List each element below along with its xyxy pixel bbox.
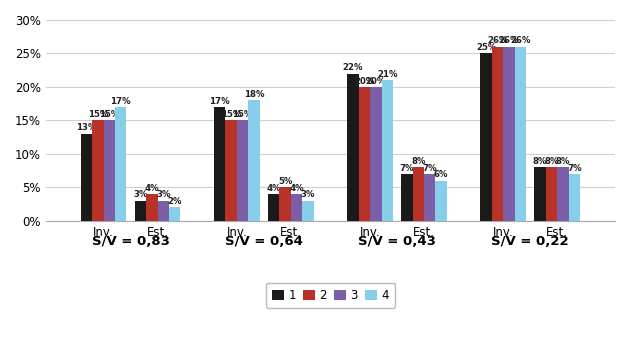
Bar (413, 167, 424, 221)
Text: 17%: 17% (209, 97, 230, 106)
Bar (279, 187, 291, 221)
Bar (158, 201, 169, 221)
Bar (115, 107, 127, 221)
Bar (546, 167, 558, 221)
Bar (569, 174, 580, 221)
Bar (92, 121, 103, 221)
Text: 20%: 20% (365, 77, 386, 86)
Text: S/V = 0,64: S/V = 0,64 (225, 235, 303, 248)
Text: 15%: 15% (221, 110, 241, 119)
Text: 2%: 2% (168, 197, 182, 206)
Text: S/V = 0,22: S/V = 0,22 (491, 235, 569, 248)
Text: 6%: 6% (434, 170, 449, 179)
Text: 25%: 25% (476, 43, 496, 52)
Bar (81, 134, 92, 221)
Text: 13%: 13% (76, 123, 97, 132)
Bar (558, 167, 569, 221)
Bar (401, 174, 413, 221)
Text: 18%: 18% (244, 90, 264, 99)
Bar (214, 107, 226, 221)
Text: 8%: 8% (556, 157, 570, 166)
Bar (146, 194, 158, 221)
Text: 4%: 4% (289, 184, 304, 193)
Text: 3%: 3% (156, 191, 171, 199)
Bar (358, 87, 370, 221)
Text: 3%: 3% (133, 191, 147, 199)
Bar (370, 87, 382, 221)
Bar (481, 53, 492, 221)
Bar (503, 47, 515, 221)
Text: 26%: 26% (488, 36, 508, 45)
Bar (268, 194, 279, 221)
Text: 15%: 15% (88, 110, 108, 119)
Text: 8%: 8% (533, 157, 547, 166)
Text: 3%: 3% (301, 191, 315, 199)
Bar (347, 74, 358, 221)
Text: 21%: 21% (377, 70, 398, 79)
Text: 5%: 5% (278, 177, 292, 186)
Text: 8%: 8% (411, 157, 425, 166)
Legend: 1, 2, 3, 4: 1, 2, 3, 4 (266, 283, 395, 308)
Text: 15%: 15% (99, 110, 120, 119)
Bar (515, 47, 526, 221)
Bar (424, 174, 435, 221)
Text: 15%: 15% (232, 110, 253, 119)
Text: 7%: 7% (423, 164, 437, 173)
Bar (382, 80, 393, 221)
Text: 4%: 4% (144, 184, 159, 193)
Bar (135, 201, 146, 221)
Bar (169, 208, 180, 221)
Text: 20%: 20% (354, 77, 375, 86)
Text: S/V = 0,43: S/V = 0,43 (358, 235, 436, 248)
Bar (534, 167, 546, 221)
Bar (226, 121, 237, 221)
Bar (302, 201, 314, 221)
Bar (291, 194, 302, 221)
Bar (237, 121, 248, 221)
Text: 22%: 22% (343, 63, 364, 72)
Text: S/V = 0,83: S/V = 0,83 (91, 235, 169, 248)
Text: 26%: 26% (510, 36, 530, 45)
Bar (103, 121, 115, 221)
Text: 7%: 7% (567, 164, 581, 173)
Text: 26%: 26% (499, 36, 519, 45)
Text: 7%: 7% (399, 164, 414, 173)
Text: 4%: 4% (266, 184, 281, 193)
Bar (248, 100, 260, 221)
Text: 8%: 8% (544, 157, 559, 166)
Text: 17%: 17% (110, 97, 131, 106)
Bar (435, 181, 447, 221)
Bar (492, 47, 503, 221)
